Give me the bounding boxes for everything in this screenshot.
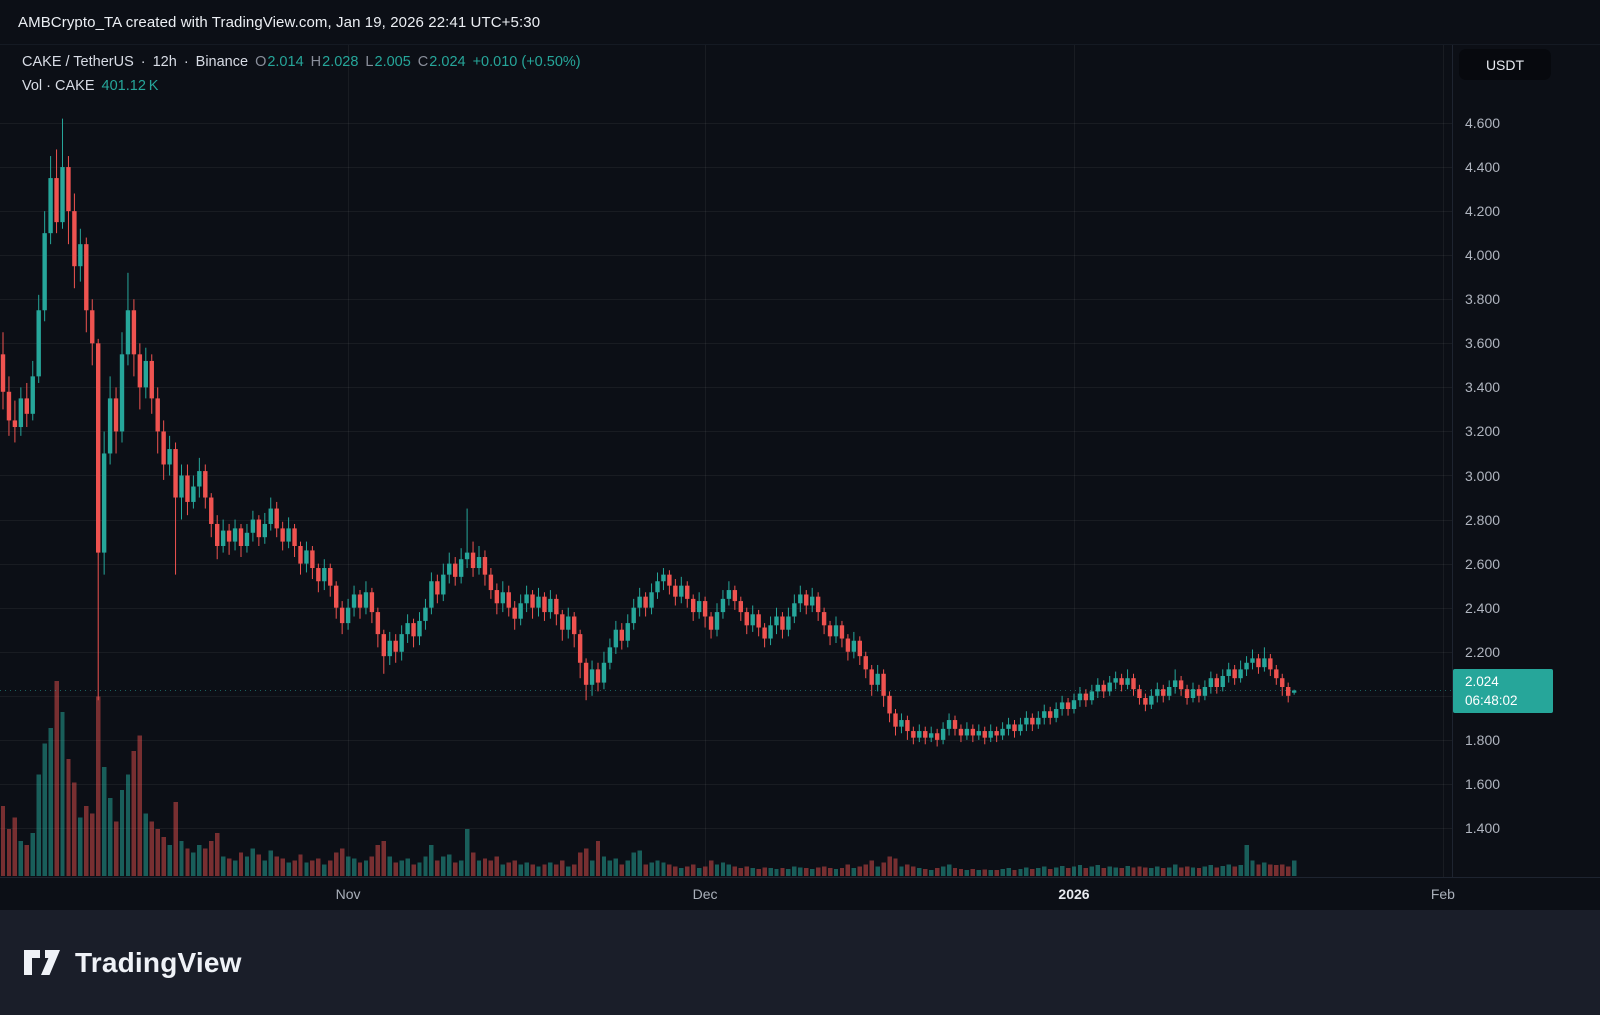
price-tick-label: 2.200 <box>1465 643 1501 660</box>
ohlc-high-value: 2.028 <box>322 54 359 70</box>
footer-bar: TradingView <box>0 910 1600 1015</box>
separator: · <box>183 54 189 70</box>
ohlc-close: C 2.024 <box>418 54 466 70</box>
price-tick-label: 2.800 <box>1465 511 1501 528</box>
candlestick-chart[interactable] <box>0 45 1452 878</box>
price-change-value: +0.010 (+0.50%) <box>472 54 581 70</box>
ohlc-open-label: O <box>255 54 267 70</box>
price-tick-label: 1.400 <box>1465 820 1501 836</box>
price-tick-label: 1.600 <box>1465 775 1501 792</box>
brand-name[interactable]: TradingView <box>75 946 242 978</box>
time-axis[interactable]: Nov Dec 2026 Feb <box>0 877 1600 910</box>
last-price-label: 2.024 06:48:02 <box>1453 668 1553 713</box>
time-tick-label: Nov <box>335 886 361 902</box>
time-tick-label: 2026 <box>1058 886 1090 902</box>
candles-series <box>0 118 1297 747</box>
time-tick-label: Dec <box>692 886 718 902</box>
bar-countdown: 06:48:02 <box>1465 692 1518 708</box>
price-tick-label: 3.800 <box>1465 291 1501 308</box>
price-tick-label: 3.600 <box>1465 335 1501 352</box>
price-axis[interactable]: USDT 2.024 06:48:02 4.600 4.400 4.200 4.000… <box>1452 45 1600 878</box>
volume-value: 401.12 K <box>101 78 159 94</box>
attribution-bar: AMBCrypto_TA created with TradingView.co… <box>0 0 1600 44</box>
price-tick-label: 4.000 <box>1465 247 1501 264</box>
ohlc-low-value: 2.005 <box>374 54 411 70</box>
price-tick-label: 3.400 <box>1465 379 1501 396</box>
ohlc-close-label: C <box>417 54 429 70</box>
price-tick-label: 4.400 <box>1465 159 1501 176</box>
price-tick-label: 4.600 <box>1465 115 1501 131</box>
ohlc-open-value: 2.014 <box>267 54 304 70</box>
last-price-value: 2.024 <box>1465 673 1499 689</box>
ohlc-close-value: 2.024 <box>429 54 466 70</box>
volume-study-label[interactable]: Vol · CAKE <box>22 78 95 94</box>
chart-legend: CAKE / TetherUS · 12h · Binance O 2.014 … <box>22 50 581 98</box>
chart-pane: CAKE / TetherUS · 12h · Binance O 2.014 … <box>0 44 1600 878</box>
ohlc-open: O 2.014 <box>255 54 304 70</box>
price-tick-label: 4.200 <box>1465 203 1501 220</box>
ohlc-high-label: H <box>310 54 322 70</box>
tradingview-logo-icon[interactable] <box>22 946 62 979</box>
exchange-label: Binance <box>195 54 249 70</box>
currency-toggle-button[interactable]: USDT <box>1459 49 1551 80</box>
time-tick-label: Feb <box>1430 886 1455 902</box>
ohlc-high: H 2.028 <box>311 54 359 70</box>
symbol-title[interactable]: CAKE / TetherUS <box>22 54 134 70</box>
price-tick-label: 2.600 <box>1465 555 1501 572</box>
attribution-text: AMBCrypto_TA created with TradingView.co… <box>18 13 541 31</box>
price-tick-label: 3.200 <box>1465 423 1501 440</box>
grid-lines <box>0 45 1452 878</box>
price-tick-label: 1.800 <box>1465 731 1501 748</box>
volume-bars <box>0 681 1297 876</box>
ohlc-low-label: L <box>365 54 374 70</box>
interval-label[interactable]: 12h <box>152 54 177 70</box>
ohlc-low: L 2.005 <box>365 54 410 70</box>
price-tick-label: 2.400 <box>1465 599 1501 616</box>
separator: · <box>140 54 146 70</box>
price-tick-label: 3.000 <box>1465 467 1501 484</box>
